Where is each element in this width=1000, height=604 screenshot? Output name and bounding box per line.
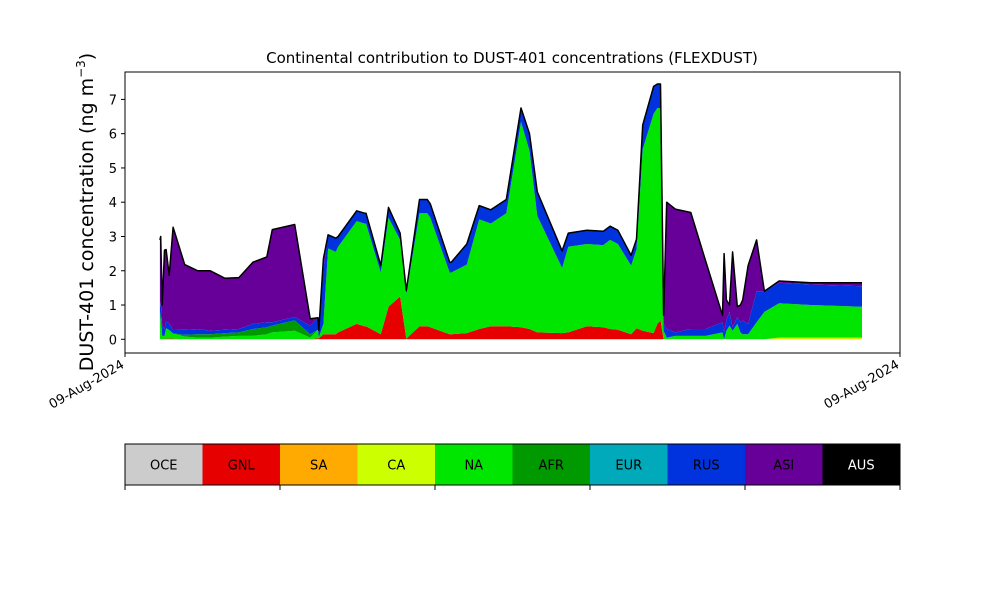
y-tick-label: 1	[109, 299, 117, 314]
area-na	[159, 108, 862, 340]
legend-swatch-gnl	[202, 444, 280, 485]
area-asi	[159, 84, 862, 333]
x-tick-label: 09-Aug-2024	[822, 357, 902, 412]
y-axis-label-close: )	[76, 53, 98, 60]
legend-swatch-rus	[667, 444, 745, 485]
y-tick-label: 3	[109, 230, 117, 245]
total-line	[159, 83, 862, 332]
legend-swatch-afr	[512, 444, 590, 485]
legend-swatch-sa	[280, 444, 358, 485]
legend-label-rus: RUS	[693, 459, 720, 474]
legend-label-eur: EUR	[615, 459, 642, 474]
plot-frame	[124, 71, 901, 354]
legend-label-sa: SA	[310, 459, 327, 474]
y-axis-label-main: DUST-401 concentration (ng m	[76, 78, 98, 371]
y-tick-label: 2	[109, 265, 117, 280]
legend-swatch-aus	[822, 444, 900, 485]
area-gnl	[159, 296, 862, 340]
legend-swatch-eur	[590, 444, 668, 485]
legend-label-na: NA	[464, 459, 483, 474]
y-tick-label: 6	[109, 128, 117, 143]
legend-label-ca: CA	[387, 459, 405, 474]
legend-swatch-na	[435, 444, 513, 485]
legend-swatch-asi	[745, 444, 823, 485]
y-axis-label-superscript: −3	[74, 60, 88, 78]
legend-label-oce: OCE	[150, 459, 178, 474]
y-tick-label: 0	[109, 333, 117, 348]
x-axis: 09-Aug-2024 09-Aug-2024	[47, 353, 902, 413]
legend-label-gnl: GNL	[228, 459, 256, 474]
legend-label-asi: ASI	[773, 459, 794, 474]
legend-label-aus: AUS	[848, 459, 875, 474]
legend-swatch-ca	[357, 444, 435, 485]
y-tick-label: 5	[109, 162, 117, 177]
stacked-areas	[159, 83, 862, 340]
chart-title: Continental contribution to DUST-401 con…	[266, 49, 758, 67]
legend-frame	[124, 443, 901, 486]
y-axis-label: DUST-401 concentration (ng m−3)	[74, 53, 98, 371]
legend-swatch-oce	[125, 444, 203, 485]
colorbar-legend: OCE GNL SA CA NA AFR EUR RUS ASI AUS	[124, 443, 901, 490]
y-axis: 0 1 2 3 4 5 6 7	[109, 93, 125, 348]
y-tick-label: 7	[109, 93, 117, 108]
legend-label-afr: AFR	[539, 459, 564, 474]
y-tick-label: 4	[109, 196, 117, 211]
